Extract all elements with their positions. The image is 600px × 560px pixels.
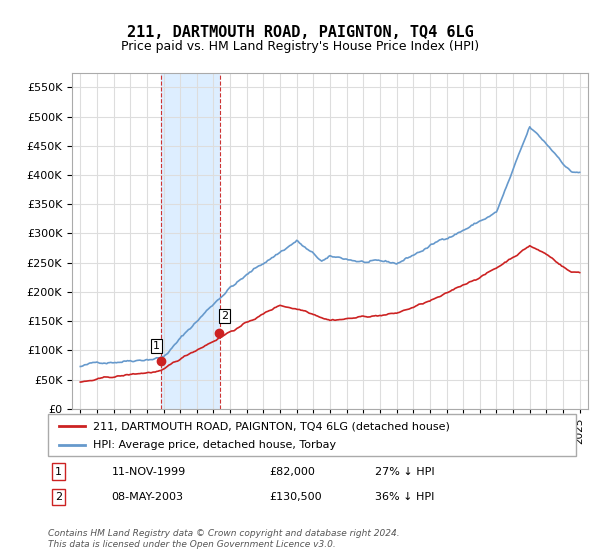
Text: HPI: Average price, detached house, Torbay: HPI: Average price, detached house, Torb… — [93, 440, 336, 450]
Text: 211, DARTMOUTH ROAD, PAIGNTON, TQ4 6LG: 211, DARTMOUTH ROAD, PAIGNTON, TQ4 6LG — [127, 25, 473, 40]
Text: Contains HM Land Registry data © Crown copyright and database right 2024.
This d: Contains HM Land Registry data © Crown c… — [48, 529, 400, 549]
Text: 1: 1 — [153, 341, 160, 351]
Text: 27% ↓ HPI: 27% ↓ HPI — [376, 467, 435, 477]
FancyBboxPatch shape — [48, 414, 576, 456]
Text: 1: 1 — [55, 467, 62, 477]
Text: 2: 2 — [55, 492, 62, 502]
Text: £82,000: £82,000 — [270, 467, 316, 477]
Bar — [161, 73, 220, 409]
Text: Price paid vs. HM Land Registry's House Price Index (HPI): Price paid vs. HM Land Registry's House … — [121, 40, 479, 53]
Text: 2: 2 — [221, 311, 228, 321]
Text: 08-MAY-2003: 08-MAY-2003 — [112, 492, 184, 502]
Text: £130,500: £130,500 — [270, 492, 322, 502]
Text: 11-NOV-1999: 11-NOV-1999 — [112, 467, 185, 477]
Text: 36% ↓ HPI: 36% ↓ HPI — [376, 492, 435, 502]
Text: 211, DARTMOUTH ROAD, PAIGNTON, TQ4 6LG (detached house): 211, DARTMOUTH ROAD, PAIGNTON, TQ4 6LG (… — [93, 421, 450, 431]
